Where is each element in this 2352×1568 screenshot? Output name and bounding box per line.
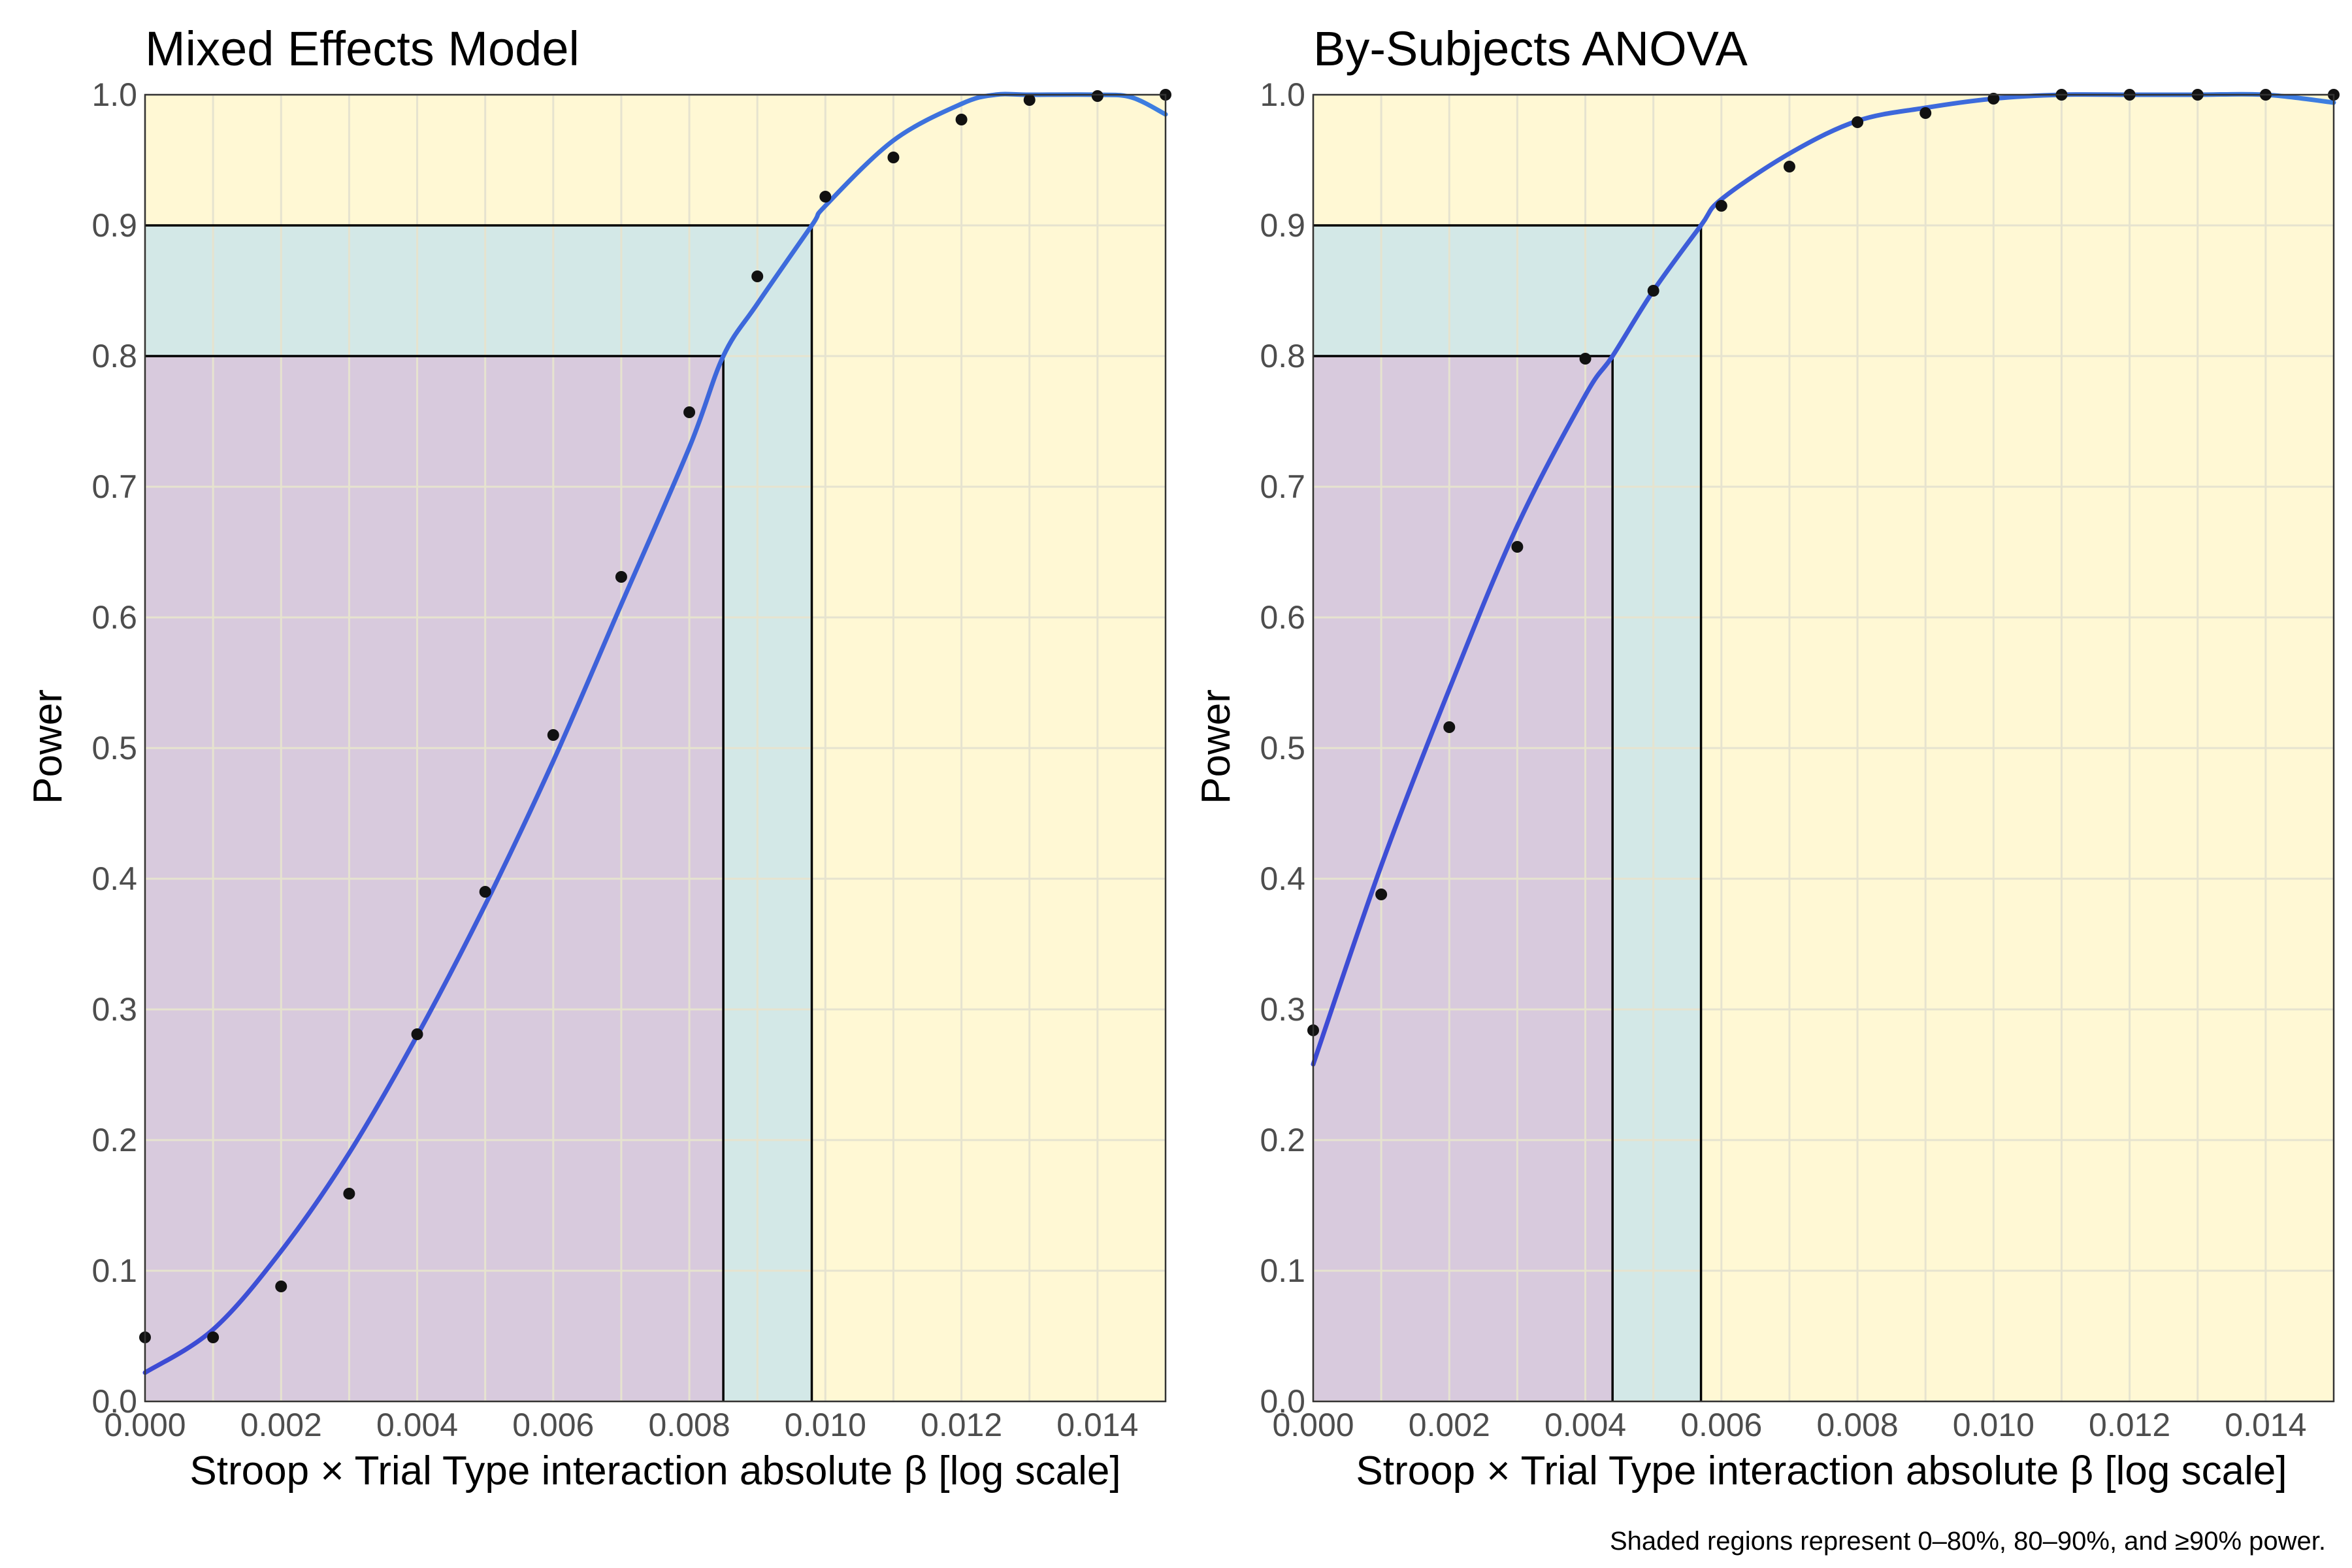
- data-point: [479, 886, 491, 898]
- data-point: [1023, 94, 1036, 106]
- x-tick-label: 0.004: [1544, 1407, 1626, 1443]
- y-tick-label: 0.9: [1260, 207, 1305, 244]
- x-axis-title: Stroop × Trial Type interaction absolute…: [1356, 1448, 2287, 1494]
- x-tick-label: 0.006: [512, 1407, 594, 1443]
- panel-title: Mixed Effects Model: [145, 22, 580, 76]
- x-axis-title: Stroop × Trial Type interaction absolute…: [189, 1448, 1120, 1494]
- data-point: [275, 1281, 287, 1292]
- x-tick-label: 0.012: [921, 1407, 1002, 1443]
- plot-frame: [1312, 93, 2335, 1403]
- data-points: [139, 89, 1171, 1343]
- plot-frame: [144, 93, 1167, 1403]
- data-point: [819, 191, 832, 203]
- x-tick-label: 0.004: [376, 1407, 458, 1443]
- y-tick-label: 0.5: [91, 730, 137, 766]
- data-point: [1375, 889, 1388, 900]
- tick-labels: 0.000 0.002 0.004 0.006 0.008 0.010 0.012 0.014…: [1260, 76, 2306, 1443]
- x-tick-label: 0.002: [1409, 1407, 1490, 1443]
- y-tick-label: 0.2: [1260, 1122, 1305, 1158]
- data-point: [1919, 107, 1932, 119]
- panel-by-subjects-anova: 0.000 0.002 0.004 0.006 0.008 0.010 0.012 0.014…: [1194, 22, 2340, 1494]
- x-tick-label: 0.006: [1680, 1407, 1762, 1443]
- data-point: [1783, 161, 1795, 172]
- y-axis-title: Power: [25, 689, 71, 804]
- x-tick-label: 0.010: [785, 1407, 866, 1443]
- data-point: [751, 270, 764, 282]
- y-tick-label: 1.0: [91, 76, 137, 113]
- y-axis-title: Power: [1194, 689, 1239, 804]
- y-tick-label: 0.0: [91, 1383, 137, 1420]
- data-point: [1579, 353, 1592, 365]
- data-point: [1647, 285, 1659, 297]
- data-point: [683, 406, 696, 418]
- panel-title: By-Subjects ANOVA: [1313, 22, 1748, 76]
- y-tick-label: 0.9: [91, 207, 137, 244]
- data-point: [547, 729, 559, 741]
- y-tick-label: 0.1: [91, 1252, 137, 1289]
- x-tick-label: 0.008: [649, 1407, 730, 1443]
- y-tick-label: 0.2: [91, 1122, 137, 1158]
- y-tick-label: 0.6: [1260, 599, 1305, 636]
- x-tick-label: 0.000: [1272, 1407, 1354, 1443]
- x-tick-label: 0.014: [2225, 1407, 2306, 1443]
- x-tick-label: 0.008: [1817, 1407, 1899, 1443]
- data-point: [1715, 200, 1727, 212]
- data-point: [343, 1188, 355, 1200]
- data-point: [1987, 93, 2000, 105]
- figure-caption: Shaded regions represent 0–80%, 80–90%, …: [1610, 1527, 2326, 1556]
- data-point: [1511, 541, 1524, 553]
- data-points: [1307, 89, 2340, 1036]
- y-tick-label: 0.0: [1260, 1383, 1305, 1420]
- y-tick-label: 0.7: [91, 468, 137, 505]
- y-tick-label: 0.8: [91, 338, 137, 374]
- y-tick-label: 0.4: [91, 860, 137, 897]
- y-tick-label: 1.0: [1260, 76, 1305, 113]
- x-tick-label: 0.012: [2089, 1407, 2170, 1443]
- data-point: [1443, 721, 1456, 733]
- tick-labels: 0.000 0.002 0.004 0.006 0.008 0.010 0.012 0.014…: [91, 76, 1138, 1443]
- x-tick-label: 0.014: [1056, 1407, 1138, 1443]
- data-point: [411, 1028, 423, 1040]
- data-point: [615, 571, 627, 583]
- x-tick-label: 0.000: [104, 1407, 186, 1443]
- x-tick-label: 0.010: [1953, 1407, 2034, 1443]
- data-point: [955, 114, 968, 125]
- data-point: [887, 152, 900, 163]
- y-tick-label: 0.8: [1260, 338, 1305, 374]
- x-tick-label: 0.002: [240, 1407, 322, 1443]
- y-tick-label: 0.7: [1260, 468, 1305, 505]
- data-point: [1852, 116, 1864, 128]
- plot-area: 0.000 0.002 0.004 0.006 0.008 0.010 0.012 0.014…: [91, 76, 1171, 1443]
- data-point: [207, 1331, 220, 1343]
- y-tick-label: 0.6: [91, 599, 137, 636]
- y-tick-label: 0.5: [1260, 730, 1305, 766]
- y-tick-label: 0.1: [1260, 1252, 1305, 1289]
- panel-mixed-effects: 0.000 0.002 0.004 0.006 0.008 0.010 0.012 0.014…: [25, 22, 1171, 1494]
- y-tick-label: 0.4: [1260, 860, 1305, 897]
- data-point: [1091, 90, 1103, 102]
- plot-area: 0.000 0.002 0.004 0.006 0.008 0.010 0.012 0.014…: [1260, 76, 2340, 1443]
- y-tick-label: 0.3: [91, 991, 137, 1028]
- y-tick-label: 0.3: [1260, 991, 1305, 1028]
